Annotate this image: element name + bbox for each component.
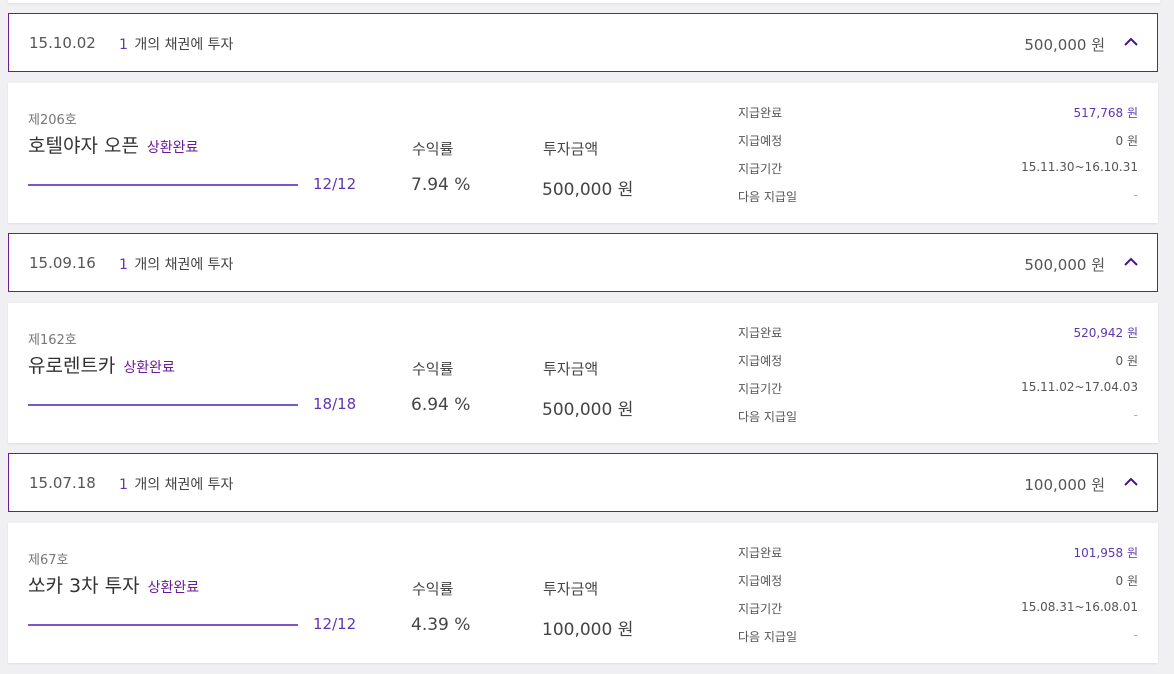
- chevron-up-icon[interactable]: [1123, 34, 1139, 50]
- info-label: 지급완료: [738, 326, 783, 340]
- info-row-next: 다음 지급일 -: [738, 404, 1138, 432]
- progress-text: 12/12: [313, 615, 357, 633]
- payment-info: 지급완료 101,958 원 지급예정 0 원 지급기간 15.08.31~16.08…: [738, 540, 1138, 652]
- amount-label: 투자금액: [543, 580, 599, 598]
- chevron-up-icon[interactable]: [1123, 254, 1139, 270]
- rate-value: 6.94 %: [411, 395, 471, 415]
- group-count-suffix: 개의 채권에 투자: [134, 257, 234, 273]
- group-count: 1 개의 채권에 투자: [119, 254, 233, 274]
- info-row-scheduled: 지급예정 0 원: [738, 348, 1138, 376]
- group-count-number: 1: [119, 257, 128, 273]
- info-value: 15.08.31~16.08.01: [1021, 600, 1138, 614]
- group-date: 15.09.16: [29, 254, 96, 272]
- info-label: 지급예정: [738, 134, 783, 148]
- info-label: 지급완료: [738, 106, 783, 120]
- info-value: 15.11.02~17.04.03: [1021, 380, 1138, 394]
- bond-card[interactable]: 제162호 유로렌트카 상환완료 18/18 수익률 6.94 % 투자금액 50…: [8, 303, 1158, 443]
- payment-info: 지급완료 517,768 원 지급예정 0 원 지급기간 15.11.30~16.10…: [738, 100, 1138, 212]
- progress-bar: [28, 404, 298, 406]
- amount-label: 투자금액: [543, 140, 599, 158]
- info-row-period: 지급기간 15.11.02~17.04.03: [738, 376, 1138, 404]
- info-value: 101,958 원: [1073, 546, 1138, 560]
- progress-fill: [28, 404, 298, 406]
- chevron-up-icon[interactable]: [1123, 474, 1139, 490]
- info-row-period: 지급기간 15.08.31~16.08.01: [738, 596, 1138, 624]
- status-badge: 상환완료: [147, 580, 200, 596]
- group-count-number: 1: [119, 37, 128, 53]
- progress-text: 18/18: [313, 395, 357, 413]
- bond-title-row: 호텔야자 오픈 상환완료: [28, 131, 198, 158]
- info-label: 지급예정: [738, 354, 783, 368]
- rate-label: 수익률: [412, 140, 454, 158]
- status-badge: 상환완료: [146, 140, 199, 156]
- progress-bar: [28, 624, 298, 626]
- group-amount: 100,000 원: [1024, 476, 1105, 494]
- info-row-next: 다음 지급일 -: [738, 184, 1138, 212]
- info-label: 다음 지급일: [738, 410, 798, 424]
- info-value: 520,942 원: [1073, 326, 1138, 340]
- info-row-paid: 지급완료 101,958 원: [738, 540, 1138, 568]
- info-value: 517,768 원: [1073, 106, 1138, 120]
- info-row-scheduled: 지급예정 0 원: [738, 568, 1138, 596]
- previous-card-edge: [8, 0, 1160, 3]
- bond-card[interactable]: 제206호 호텔야자 오픈 상환완료 12/12 수익률 7.94 % 투자금액 …: [8, 83, 1158, 223]
- group-header[interactable]: 15.09.16 1 개의 채권에 투자 500,000 원: [8, 233, 1158, 292]
- bond-title-row: 유로렌트카 상환완료: [28, 351, 175, 378]
- info-label: 지급기간: [738, 162, 783, 176]
- group-date: 15.07.18: [29, 474, 96, 492]
- bond-title[interactable]: 호텔야자 오픈: [28, 135, 139, 157]
- info-value: -: [1133, 628, 1138, 642]
- rate-label: 수익률: [412, 360, 454, 378]
- info-value: 15.11.30~16.10.31: [1021, 160, 1138, 174]
- group-amount: 500,000 원: [1024, 36, 1105, 54]
- info-label: 지급예정: [738, 574, 783, 588]
- group-count: 1 개의 채권에 투자: [119, 34, 233, 54]
- group-count: 1 개의 채권에 투자: [119, 474, 233, 494]
- amount-value: 100,000 원: [542, 620, 634, 640]
- info-row-period: 지급기간 15.11.30~16.10.31: [738, 156, 1138, 184]
- status-badge: 상환완료: [123, 360, 175, 376]
- group-header[interactable]: 15.10.02 1 개의 채권에 투자 500,000 원: [8, 13, 1158, 72]
- payment-info: 지급완료 520,942 원 지급예정 0 원 지급기간 15.11.02~17.04…: [738, 320, 1138, 432]
- group-count-number: 1: [119, 477, 128, 493]
- info-value: -: [1133, 188, 1138, 202]
- info-label: 다음 지급일: [738, 190, 798, 204]
- info-row-scheduled: 지급예정 0 원: [738, 128, 1138, 156]
- info-row-paid: 지급완료 520,942 원: [738, 320, 1138, 348]
- amount-label: 투자금액: [543, 360, 599, 378]
- info-label: 다음 지급일: [738, 630, 798, 644]
- bond-title[interactable]: 쏘카 3차 투자: [28, 575, 140, 597]
- amount-value: 500,000 원: [542, 400, 634, 420]
- info-value: 0 원: [1115, 354, 1139, 368]
- bond-number: 제67호: [28, 553, 69, 568]
- info-row-next: 다음 지급일 -: [738, 624, 1138, 652]
- group-count-suffix: 개의 채권에 투자: [134, 37, 234, 53]
- info-value: -: [1133, 408, 1138, 422]
- info-value: 0 원: [1115, 134, 1139, 148]
- group-date: 15.10.02: [29, 34, 96, 52]
- info-label: 지급완료: [738, 546, 783, 560]
- amount-value: 500,000 원: [542, 180, 634, 200]
- bond-card[interactable]: 제67호 쏘카 3차 투자 상환완료 12/12 수익률 4.39 % 투자금액 …: [8, 523, 1158, 663]
- info-value: 0 원: [1115, 574, 1139, 588]
- group-count-suffix: 개의 채권에 투자: [134, 477, 234, 493]
- info-label: 지급기간: [738, 382, 783, 396]
- progress-fill: [28, 184, 298, 186]
- progress-bar: [28, 184, 298, 186]
- rate-value: 4.39 %: [411, 615, 471, 635]
- bond-title-row: 쏘카 3차 투자 상환완료: [28, 571, 199, 598]
- bond-title[interactable]: 유로렌트카: [28, 355, 116, 377]
- group-header[interactable]: 15.07.18 1 개의 채권에 투자 100,000 원: [8, 453, 1158, 512]
- bond-number: 제162호: [28, 333, 77, 348]
- group-amount: 500,000 원: [1024, 256, 1105, 274]
- info-row-paid: 지급완료 517,768 원: [738, 100, 1138, 128]
- progress-text: 12/12: [313, 175, 357, 193]
- rate-value: 7.94 %: [411, 175, 471, 195]
- progress-fill: [28, 624, 298, 626]
- rate-label: 수익률: [412, 580, 454, 598]
- bond-number: 제206호: [28, 113, 77, 128]
- info-label: 지급기간: [738, 602, 783, 616]
